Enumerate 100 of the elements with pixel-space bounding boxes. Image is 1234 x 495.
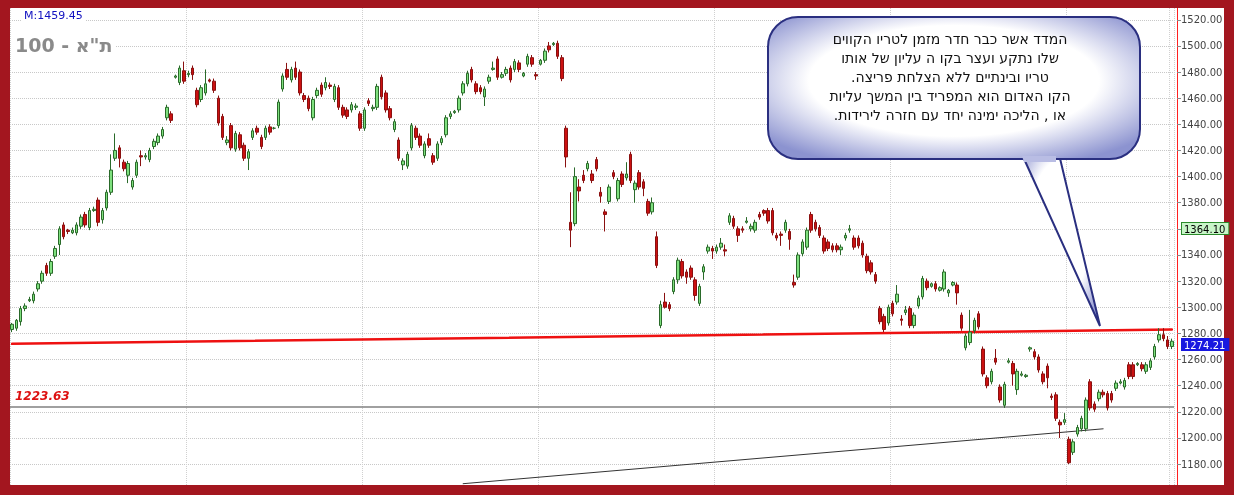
candlestick: [449, 110, 452, 120]
candlestick: [509, 65, 512, 83]
candlestick: [908, 305, 912, 329]
candlestick: [1067, 436, 1071, 465]
candlestick: [1162, 327, 1165, 342]
candlestick: [315, 87, 319, 99]
candlestick: [698, 283, 701, 307]
candlestick: [633, 180, 637, 204]
candlestick: [526, 53, 529, 68]
candlestick: [844, 232, 847, 242]
candlestick: [1007, 357, 1010, 364]
candlestick: [1063, 412, 1066, 426]
candlestick: [264, 125, 267, 141]
candlestick: [874, 271, 877, 285]
annotation: M:1459.45: [22, 9, 85, 22]
candlestick: [32, 291, 35, 304]
candlestick: [487, 74, 491, 85]
candlestick: [260, 134, 263, 150]
candlestick: [934, 280, 937, 293]
candlestick: [711, 245, 714, 260]
candlestick: [324, 76, 327, 91]
candlestick: [1088, 378, 1092, 412]
candlestick: [474, 80, 478, 95]
candlestick: [496, 55, 499, 81]
candlestick: [165, 104, 169, 121]
candlestick: [410, 122, 413, 151]
candlestick: [311, 96, 315, 121]
y-tick-label: 1500.00: [1181, 40, 1223, 52]
candlestick: [547, 41, 551, 53]
candlestick: [268, 123, 272, 136]
candlestick: [582, 169, 585, 184]
candlestick: [719, 237, 723, 251]
candlestick: [491, 61, 495, 72]
candlestick: [839, 244, 843, 256]
candlestick: [358, 110, 362, 132]
candlestick: [1153, 343, 1156, 361]
candlestick: [955, 281, 959, 306]
candlestick: [792, 274, 796, 289]
candlestick: [912, 312, 916, 329]
candlestick: [225, 135, 229, 146]
candlestick: [393, 118, 396, 133]
candlestick: [1071, 438, 1075, 456]
candlestick: [10, 322, 14, 333]
candlestick: [573, 166, 577, 227]
candlestick: [994, 348, 997, 366]
candlestick: [900, 314, 903, 327]
candlestick: [333, 83, 336, 103]
candlestick: [977, 310, 980, 330]
candlestick: [101, 207, 104, 225]
candlestick: [925, 278, 929, 291]
candlestick: [560, 54, 564, 82]
candlestick: [182, 61, 186, 85]
candlestick: [981, 345, 985, 378]
candlestick: [577, 178, 581, 202]
candlestick: [251, 127, 254, 141]
candlestick: [367, 97, 370, 107]
annotation: המדד אשר כבר חדר מזמן לטריו הקווים שלו נתקע ועצר בקו ה עליון של אותו טריו ובינתיים ללא הצלחת פריצה. הקו האדום הוא המפריד בין המשך עליות או , הליכה ימינה יחד עם חזרה לירידות.: [828, 30, 1072, 125]
candlestick: [749, 223, 753, 232]
candlestick: [118, 144, 121, 168]
candlestick: [436, 140, 439, 162]
candlestick: [985, 374, 989, 389]
candlestick: [607, 183, 611, 205]
y-tick-label: 1520.00: [1181, 14, 1223, 26]
candlestick: [659, 300, 662, 329]
candlestick: [1097, 389, 1101, 402]
candlestick: [1015, 368, 1019, 396]
candlestick: [1166, 335, 1169, 350]
candlestick: [758, 211, 761, 221]
candlestick: [891, 300, 894, 317]
candlestick: [470, 66, 473, 83]
candlestick: [1024, 373, 1028, 379]
candlestick: [328, 81, 332, 90]
candlestick: [255, 125, 259, 136]
candlestick: [917, 295, 920, 310]
candlestick: [290, 66, 293, 83]
y-tick-label: 1340.00: [1181, 249, 1223, 261]
candlestick: [1144, 361, 1148, 375]
candlestick: [1140, 361, 1144, 372]
candlestick: [320, 81, 323, 98]
candlestick: [148, 147, 151, 163]
candlestick: [990, 368, 993, 385]
candlestick: [375, 83, 379, 111]
candlestick: [947, 288, 950, 298]
y-tick-label: 1240.00: [1181, 380, 1223, 392]
candlestick: [1157, 327, 1161, 344]
candlestick: [345, 106, 349, 120]
candlestick: [1114, 379, 1118, 392]
y-tick-label: 1420.00: [1181, 144, 1223, 156]
candlestick: [732, 215, 735, 230]
text: 1364.10: [1184, 223, 1226, 235]
candlestick: [1170, 338, 1174, 350]
candlestick: [822, 234, 826, 255]
candlestick: [680, 258, 684, 280]
candlestick: [968, 309, 972, 346]
y-tick-label: 1260.00: [1181, 354, 1223, 366]
candlestick: [590, 169, 594, 184]
candlestick: [736, 225, 740, 243]
candlestick: [517, 59, 521, 73]
candlestick: [612, 169, 615, 180]
candlestick: [960, 312, 963, 332]
